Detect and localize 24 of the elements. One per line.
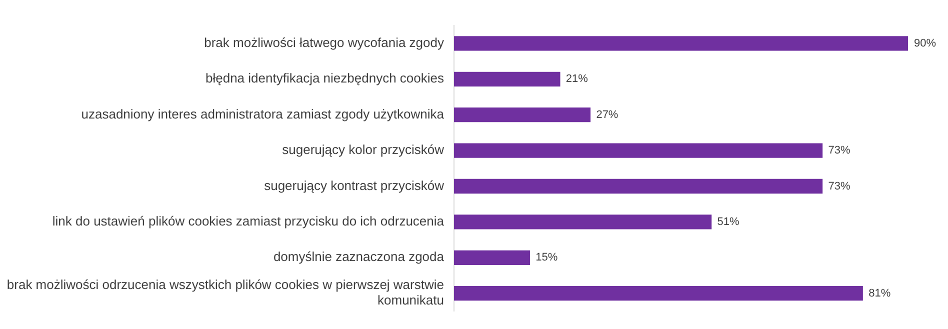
bar: [454, 286, 863, 301]
bar: [454, 214, 712, 230]
y-tick-label: uzasadniony interes administratora zamiast zgody użytkownika: [81, 106, 445, 122]
bar: [454, 143, 823, 158]
data-label: 27%: [596, 108, 618, 121]
y-tick-label: brak możliwości odrzucenia wszystkich plików cookies w pierwszej warstwie komunikatu: [6, 277, 444, 308]
bar: [454, 36, 908, 51]
y-tick-label: sugerujący kontrast przycisków: [264, 178, 445, 193]
data-label: 15%: [536, 252, 558, 264]
data-label: 21%: [566, 73, 588, 86]
bar: [454, 178, 823, 194]
data-label: 73%: [828, 180, 850, 192]
bar: [454, 108, 591, 122]
y-tick-label: link do ustawień plików cookies zamiast przycisku do ich odrzucenia: [52, 214, 445, 229]
y-tick-label: brak możliwości łatwego wycofania zgody: [204, 35, 444, 50]
data-label: 73%: [828, 144, 850, 157]
data-label: 81%: [868, 287, 891, 300]
bar: [454, 250, 530, 265]
y-tick-label: błędna identyfikacja niezbędnych cookies: [206, 70, 444, 86]
data-label: 51%: [717, 216, 740, 228]
bar: [454, 72, 560, 86]
y-tick-label: sugerujący kolor przycisków: [282, 142, 445, 158]
data-label: 90%: [914, 37, 936, 50]
y-tick-label: domyślnie zaznaczona zgoda: [273, 249, 445, 264]
